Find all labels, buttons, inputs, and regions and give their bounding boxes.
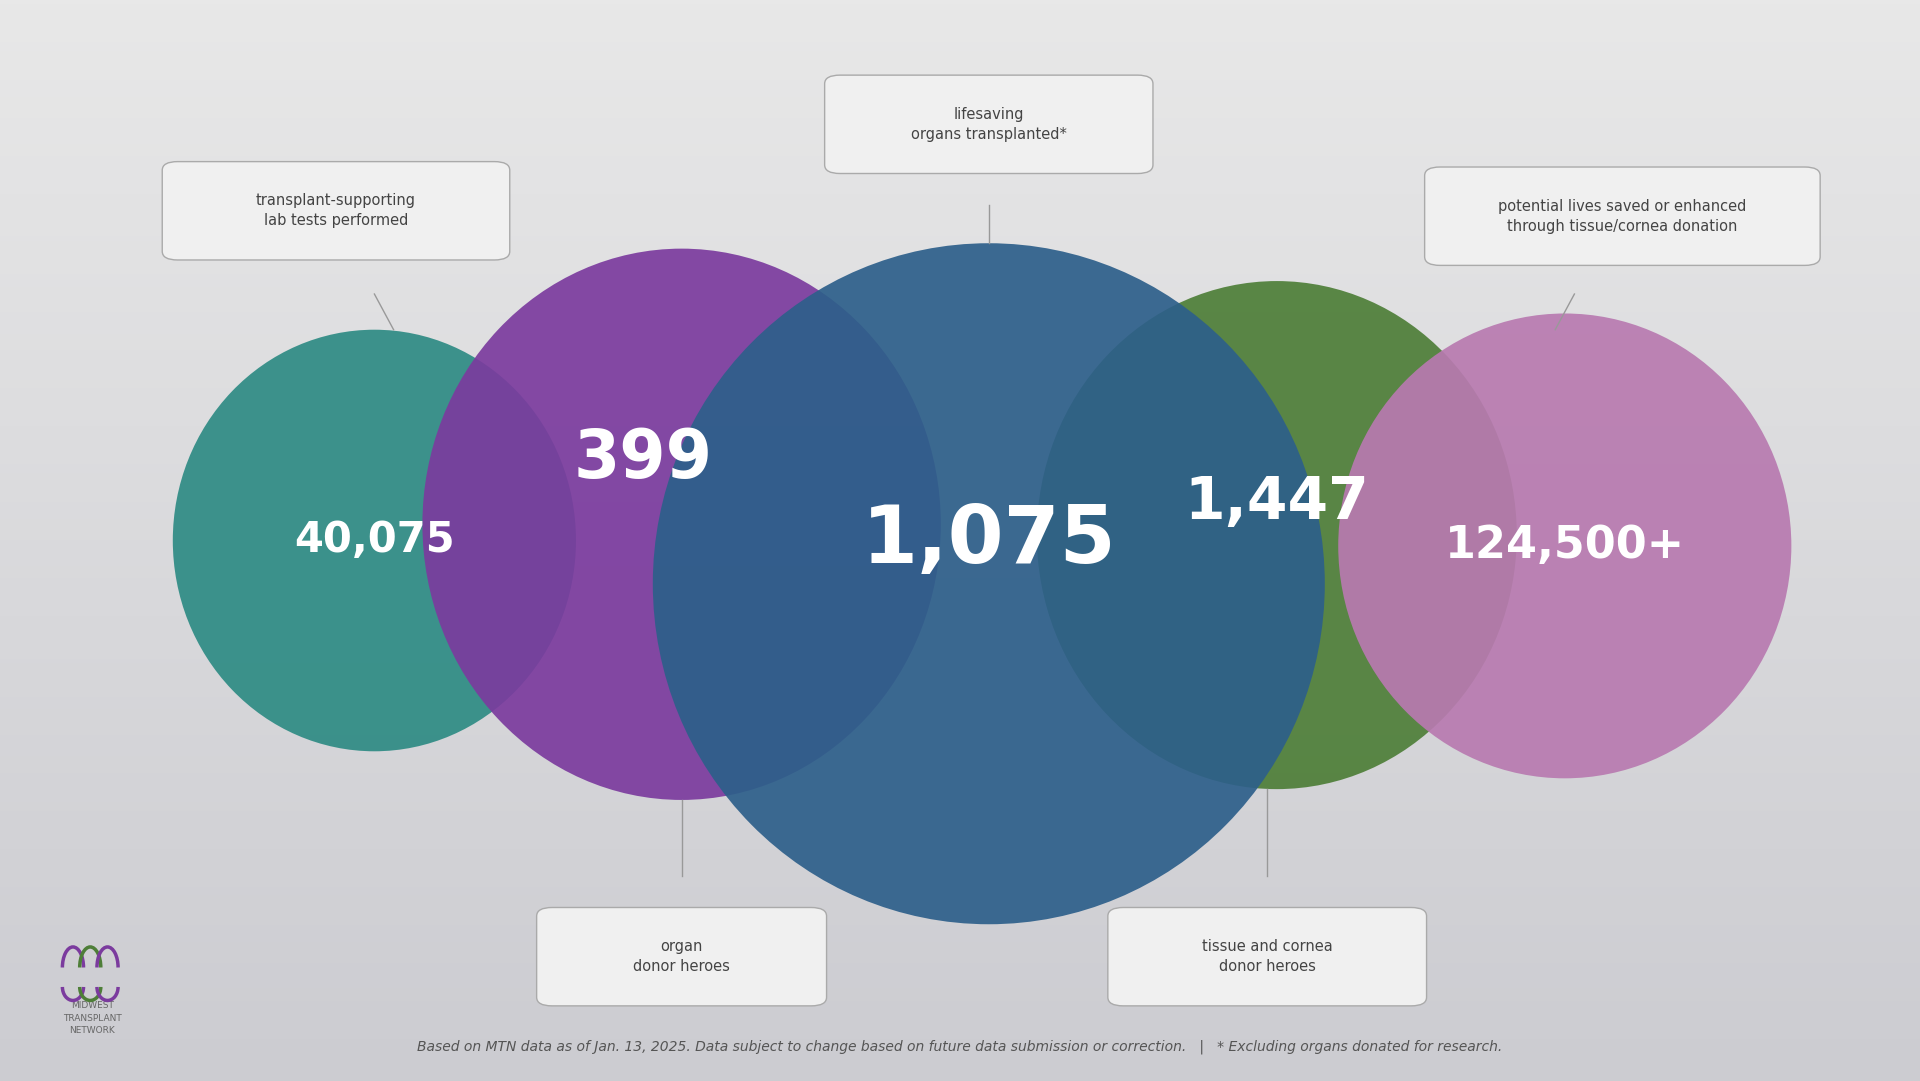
Text: Based on MTN data as of Jan. 13, 2025. Data subject to change based on future da: Based on MTN data as of Jan. 13, 2025. D… — [417, 1039, 1503, 1054]
Text: 1,075: 1,075 — [862, 502, 1116, 579]
Ellipse shape — [1338, 313, 1791, 778]
Text: potential lives saved or enhanced
through tissue/cornea donation: potential lives saved or enhanced throug… — [1498, 199, 1747, 233]
FancyBboxPatch shape — [826, 76, 1152, 173]
Text: 124,500+: 124,500+ — [1444, 524, 1686, 568]
Text: lifesaving
organs transplanted*: lifesaving organs transplanted* — [910, 107, 1068, 142]
Ellipse shape — [173, 330, 576, 751]
FancyBboxPatch shape — [536, 907, 826, 1005]
FancyBboxPatch shape — [1108, 907, 1427, 1005]
Ellipse shape — [1037, 281, 1517, 789]
Text: MIDWEST
TRANSPLANT
NETWORK: MIDWEST TRANSPLANT NETWORK — [63, 1001, 121, 1036]
Text: 1,447: 1,447 — [1185, 475, 1369, 531]
Text: 40,075: 40,075 — [294, 520, 455, 561]
Text: tissue and cornea
donor heroes: tissue and cornea donor heroes — [1202, 939, 1332, 974]
Text: organ
donor heroes: organ donor heroes — [634, 939, 730, 974]
Ellipse shape — [422, 249, 941, 800]
Ellipse shape — [653, 243, 1325, 924]
FancyBboxPatch shape — [1425, 166, 1820, 265]
Text: transplant-supporting
lab tests performed: transplant-supporting lab tests performe… — [255, 193, 417, 228]
FancyBboxPatch shape — [161, 161, 509, 259]
Text: 399: 399 — [574, 426, 712, 493]
